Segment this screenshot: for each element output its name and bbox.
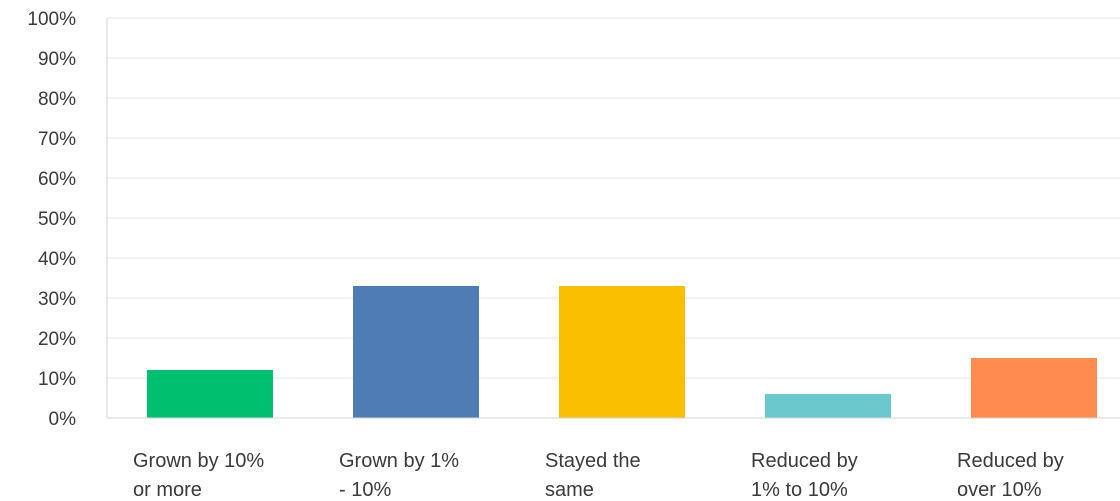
y-tick-label: 70% — [38, 129, 76, 150]
x-axis: Grown by 10% or more Grown by 1% - 10% Staye… — [133, 450, 1064, 501]
y-tick-label: 50% — [38, 209, 76, 230]
bar — [147, 370, 273, 418]
x-category-label: Reduced by 1% to 10% — [751, 450, 858, 501]
y-tick-label: 40% — [38, 249, 76, 270]
y-tick-label: 30% — [38, 289, 76, 310]
y-tick-label: 20% — [38, 329, 76, 350]
x-category-label: Grown by 10% or more — [133, 450, 264, 501]
y-tick-label: 10% — [38, 369, 76, 390]
bar — [559, 286, 685, 418]
y-tick-label: 90% — [38, 49, 76, 70]
x-category-label: Grown by 1% - 10% — [339, 450, 459, 501]
y-tick-label: 60% — [38, 169, 76, 190]
y-axis: 0% 10% 20% 30% 40% 50% 60% 70% 80% 90% 100% — [27, 9, 76, 430]
bar — [765, 394, 891, 418]
y-tick-label: 0% — [49, 409, 77, 430]
bar — [353, 286, 479, 418]
bar — [971, 358, 1097, 418]
y-tick-label: 100% — [27, 9, 76, 30]
y-tick-label: 80% — [38, 89, 76, 110]
gridlines — [107, 17, 1120, 379]
x-category-label: Stayed the same — [545, 450, 641, 501]
bars — [147, 286, 1097, 418]
x-category-label: Reduced by over 10% — [957, 450, 1064, 501]
